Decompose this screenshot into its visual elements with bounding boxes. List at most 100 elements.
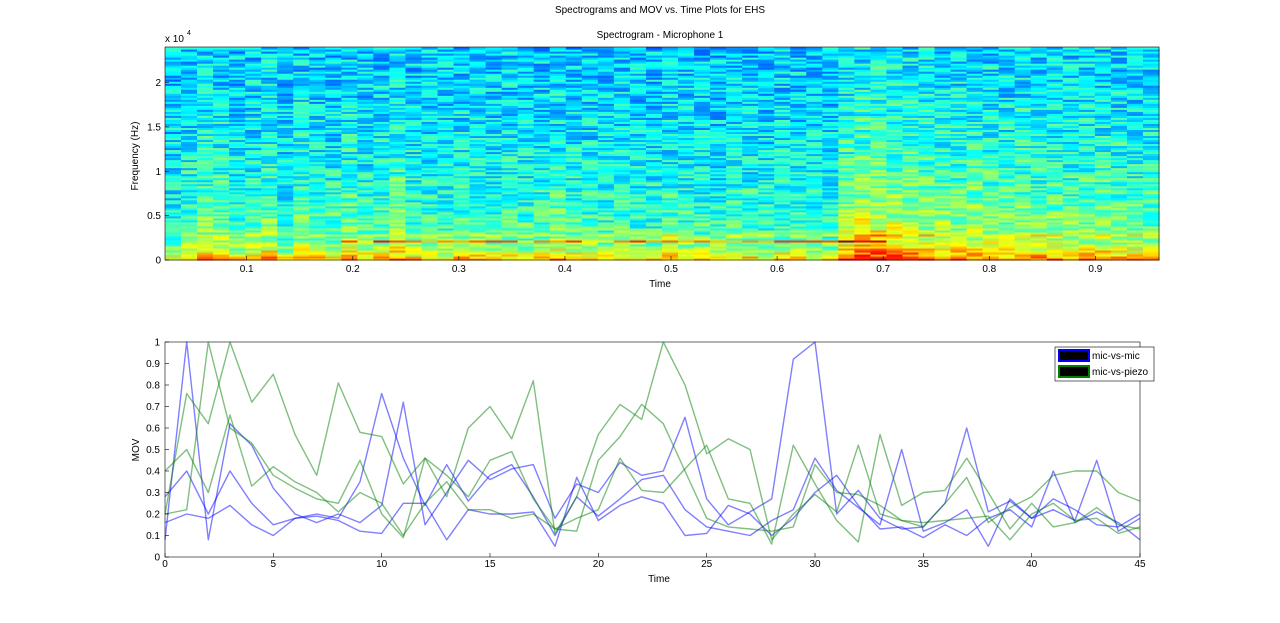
spectrogram-cell [453, 61, 471, 64]
spectrogram-cell [742, 207, 759, 211]
spectrogram-cell [437, 143, 455, 147]
spectrogram-cell [229, 47, 246, 50]
spectrogram-cell [742, 71, 759, 74]
spectrogram-cell [790, 253, 807, 257]
spectrogram-cell [341, 67, 358, 70]
spectrogram-cell [277, 253, 294, 257]
spectrogram-cell [870, 147, 888, 151]
spectrogram-cell [565, 211, 583, 215]
spectrogram-cell [742, 59, 759, 62]
spectrogram-cell [710, 235, 727, 239]
spectrogram-cell [629, 107, 647, 110]
spectrogram-cell [469, 235, 487, 239]
spectrogram-cell [197, 103, 214, 106]
spectrogram-cell [838, 131, 855, 135]
spectrogram-cell [165, 81, 182, 84]
spectrogram-cell [565, 257, 583, 261]
spectrogram-cell [854, 181, 872, 185]
spectrogram-cell [662, 131, 679, 135]
spectrogram-cell [774, 99, 791, 102]
spectrogram-cell [277, 105, 294, 108]
spectrogram-cell [437, 129, 455, 132]
spectrogram-cell [485, 107, 503, 110]
spectrogram-cell [517, 167, 535, 171]
spectrogram-cell [261, 229, 278, 233]
spectrogram-cell [197, 159, 214, 163]
spectrogram-cell [357, 67, 375, 70]
spectrogram-cell [822, 227, 839, 231]
spectrogram-cell [293, 55, 310, 58]
spectrogram-cell [758, 107, 775, 110]
spectrogram-cell [662, 127, 679, 130]
spectrogram-cell [710, 247, 727, 251]
spectrogram-cell [245, 239, 262, 243]
spectrogram-cell [485, 185, 503, 189]
spectrogram-cell [517, 91, 535, 94]
spectrogram-cell [421, 255, 439, 259]
spectrogram-cell [854, 189, 872, 193]
spectrogram-cell [742, 49, 759, 52]
spectrogram-cell [277, 79, 294, 82]
spectrogram-cell [213, 63, 230, 66]
spectrogram-cell [261, 161, 278, 165]
spectrogram-cell [710, 149, 727, 153]
spectrogram-cell [469, 135, 487, 139]
spectrogram-cell [918, 253, 936, 257]
spectrogram-cell [613, 173, 631, 177]
spectrogram-cell [694, 101, 711, 104]
spectrogram-cell [806, 201, 823, 205]
spectrogram-cell [437, 161, 455, 165]
spectrogram-cell [726, 111, 743, 114]
spectrogram-cell [581, 229, 599, 233]
spectrogram-cell [694, 165, 711, 169]
spectrogram-cell [357, 247, 375, 251]
spectrogram-cell [726, 223, 743, 227]
spectrogram-cell [806, 93, 823, 96]
spectrogram-cell [213, 249, 230, 253]
spectrogram-cell [405, 81, 423, 84]
spectrogram-cell [453, 249, 471, 253]
spectrogram-cell [854, 115, 872, 118]
spectrogram-cell [678, 201, 695, 205]
spectrogram-cell [581, 217, 599, 221]
spectrogram-cell [678, 171, 695, 175]
spectrogram-cell [469, 245, 487, 249]
spectrogram-cell [549, 69, 567, 72]
spectrogram-cell [549, 223, 567, 227]
spectrogram-cell [774, 191, 791, 195]
spectrogram-cell [389, 189, 407, 193]
spectrogram-cell [277, 155, 294, 159]
spectrogram-cell [629, 99, 647, 102]
spectrogram-cell [389, 243, 407, 247]
spectrogram-cell [453, 253, 471, 257]
spectrogram-cell [581, 71, 599, 74]
spectrogram-cell [165, 219, 182, 223]
spectrogram-cell [325, 181, 342, 185]
spectrogram-cell [389, 201, 407, 205]
spectrogram-cell [437, 209, 455, 213]
spectrogram-cell [341, 177, 358, 181]
spectrogram-cell [421, 127, 439, 130]
spectrogram-cell [245, 87, 262, 90]
spectrogram-cell [405, 165, 423, 169]
spectrogram-cell [213, 235, 230, 239]
spectrogram-cell [565, 131, 583, 135]
spectrogram-cell [662, 193, 679, 197]
spectrogram-cell [373, 195, 391, 199]
spectrogram-cell [421, 51, 439, 54]
spectrogram-cell [469, 207, 487, 211]
spectrogram-cell [229, 215, 246, 219]
spectrogram-cell [485, 115, 503, 118]
spectrogram-cell [678, 139, 695, 143]
spectrogram-cell [645, 237, 663, 241]
spectrogram-cell [854, 95, 872, 98]
spectrogram-cell [469, 209, 487, 213]
spectrogram-cell [165, 179, 182, 183]
spectrogram-cell [629, 115, 647, 118]
spectrogram-cell [774, 49, 791, 52]
spectrogram-cell [854, 199, 872, 203]
spectrogram-cell [822, 183, 839, 187]
spectrogram-cell [758, 235, 775, 239]
spectrogram-cell [261, 121, 278, 124]
spectrogram-cell [229, 195, 246, 199]
